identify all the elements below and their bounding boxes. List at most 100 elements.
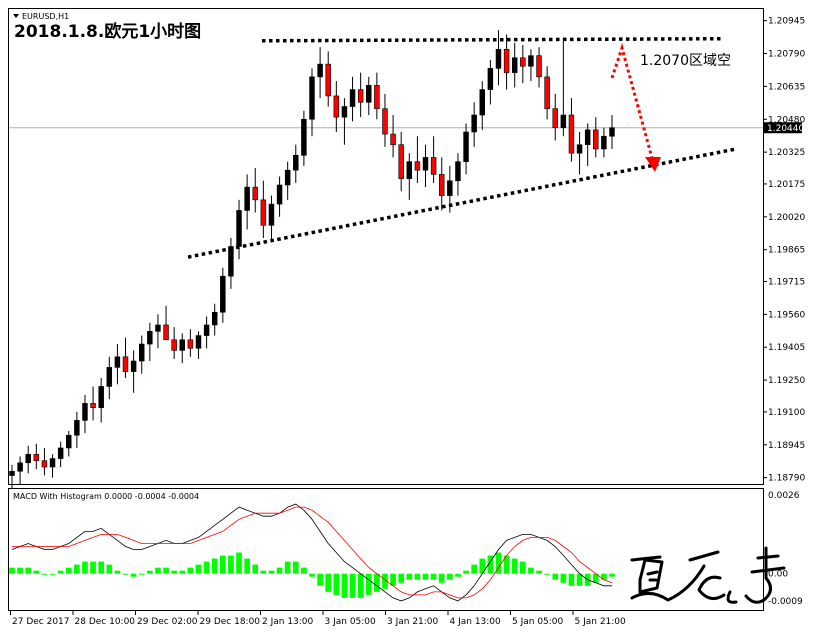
macd-histogram-bar: [609, 573, 615, 577]
macd-histogram-bar: [390, 573, 396, 586]
macd-histogram-bar: [106, 564, 113, 574]
price-tick-label: 1.19405: [768, 343, 805, 353]
macd-histogram-bar: [592, 573, 599, 583]
bull-candle: [406, 161, 413, 179]
bear-candle: [33, 454, 40, 461]
macd-histogram-bar: [90, 561, 96, 574]
macd-histogram-bar: [147, 570, 153, 574]
bull-candle: [236, 210, 242, 247]
chart-title: 2018.1.8.欧元1小时图: [14, 21, 201, 42]
macd-histogram-bar: [568, 573, 575, 586]
macd-histogram-bar: [382, 573, 388, 589]
bull-candle: [422, 157, 429, 171]
macd-histogram-bar: [528, 567, 534, 574]
bull-candle: [447, 180, 453, 196]
bear-candle: [520, 57, 526, 67]
bear-candle: [382, 108, 388, 135]
macd-histogram-bar: [536, 570, 542, 574]
macd-line: [11, 503, 612, 602]
time-tick-label: 29 Dec 18:00: [200, 617, 261, 627]
bear-candle: [593, 129, 599, 150]
bull-candle: [155, 324, 161, 332]
bull-candle: [463, 131, 469, 162]
macd-histogram-bar: [252, 564, 259, 574]
macd-histogram-bar: [187, 567, 194, 574]
macd-histogram-bar: [179, 570, 186, 574]
macd-histogram-bar: [203, 561, 210, 574]
bull-candle: [455, 161, 461, 182]
macd-histogram-bar: [74, 564, 80, 574]
macd-histogram-bar: [422, 573, 429, 580]
bull-candle: [528, 55, 534, 67]
symbol-dropdown-icon[interactable]: [13, 14, 19, 18]
macd-histogram-bar: [122, 573, 129, 575]
time-tick-label: 3 Jan 05:00: [325, 617, 377, 627]
bull-candle: [609, 127, 615, 137]
macd-histogram-bar: [82, 561, 88, 574]
bull-candle: [268, 203, 275, 226]
macd-histogram-bar: [244, 558, 250, 574]
price-tick-label: 1.20480: [768, 115, 805, 125]
macd-tick-label: 0.00: [768, 570, 788, 580]
signature-stamp: [630, 546, 786, 604]
short-arrow-head: [645, 157, 661, 172]
macd-histogram-bar: [228, 555, 234, 574]
macd-histogram-bar: [552, 573, 559, 580]
bull-candle: [366, 85, 372, 103]
macd-histogram-bar: [560, 573, 567, 583]
bull-candle: [138, 343, 145, 362]
macd-histogram-bar: [130, 573, 137, 577]
macd-histogram-bar: [438, 573, 445, 583]
bear-candle: [374, 85, 380, 109]
short-arrow-path: [610, 42, 654, 159]
bull-candle: [301, 118, 307, 156]
bull-candle: [293, 155, 299, 171]
macd-histogram-bar: [325, 573, 332, 592]
bull-candle: [130, 360, 137, 372]
symbol-label: EURUSD,H1: [22, 12, 69, 21]
bear-candle: [414, 161, 421, 171]
bear-candle: [357, 89, 364, 103]
bull-candle: [341, 106, 348, 118]
bull-candle: [244, 186, 250, 211]
bull-candle: [66, 434, 72, 449]
macd-axis: 0.0026 0.00 -0.0009: [768, 491, 803, 607]
macd-histogram-bar: [601, 573, 607, 580]
short-zone-annotation: 1.2070区域空: [640, 53, 731, 69]
macd-histogram-bar: [9, 567, 15, 574]
bull-candle: [511, 57, 518, 73]
bear-candle: [552, 108, 558, 129]
macd-histogram-bar: [471, 564, 477, 574]
price-tick-label: 1.19715: [768, 277, 805, 287]
macd-histogram-bar: [49, 573, 56, 575]
macd-histogram-bar: [41, 573, 48, 575]
bull-candle: [576, 144, 583, 154]
time-axis: 27 Dec 2017 28 Dec 10:00 29 Dec 02:00 29 De…: [10, 611, 626, 627]
price-tick-label: 1.20325: [768, 148, 805, 158]
macd-histogram-bar: [33, 570, 40, 574]
bull-candle: [317, 63, 323, 78]
macd-histogram-bar: [301, 567, 307, 574]
bear-candle: [333, 95, 340, 118]
bull-candle: [106, 367, 113, 387]
bear-candle: [390, 133, 396, 146]
macd-histogram-bar: [349, 573, 356, 598]
macd-signal-line: [12, 506, 613, 599]
macd-tick-label: -0.0009: [768, 597, 803, 607]
price-tick-label: 1.20635: [768, 82, 805, 92]
bear-candle: [544, 76, 550, 109]
bear-candle: [503, 48, 510, 73]
macd-histogram-bar: [171, 570, 177, 574]
macd-histogram-bar: [236, 552, 242, 574]
bull-candle: [284, 169, 291, 186]
trendlines: [187, 36, 737, 259]
macd-tick-label: 0.0026: [768, 491, 800, 501]
macd-histogram-bar: [333, 573, 340, 595]
macd-histogram-bar: [430, 573, 437, 580]
macd-histogram-bar: [463, 570, 469, 574]
macd-histogram-bar: [268, 570, 275, 574]
macd-histogram-bar: [25, 567, 32, 574]
macd-histogram-bar: [276, 567, 283, 574]
current-price-box: [764, 122, 802, 134]
